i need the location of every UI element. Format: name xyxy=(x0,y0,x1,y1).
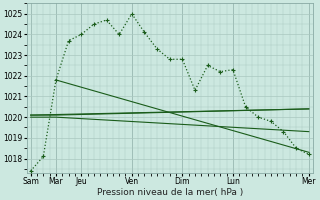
X-axis label: Pression niveau de la mer( hPa ): Pression niveau de la mer( hPa ) xyxy=(97,188,243,197)
